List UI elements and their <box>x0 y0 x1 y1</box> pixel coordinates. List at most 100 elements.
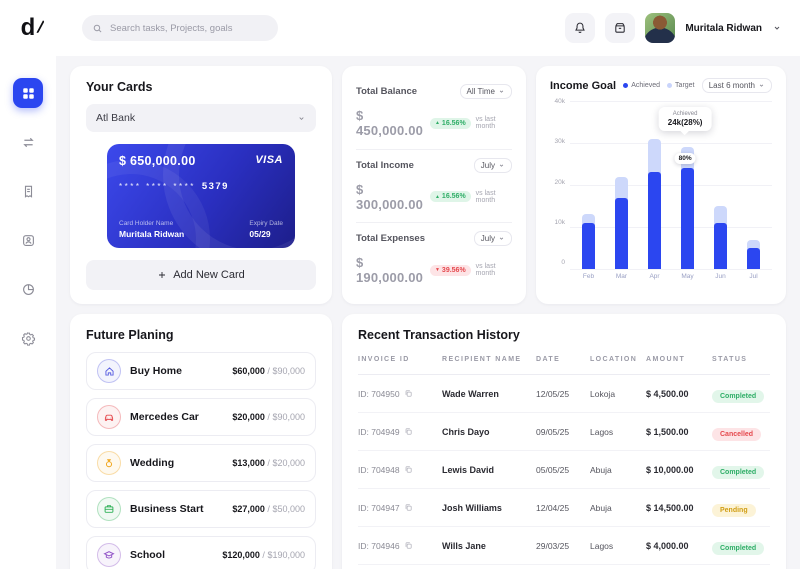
copy-icon[interactable] <box>404 427 413 436</box>
tx-date: 09/05/25 <box>536 426 570 437</box>
header-amount: AMOUNT <box>646 356 686 363</box>
logo[interactable]: d <box>0 16 56 40</box>
delta-badge: 16.56% <box>429 117 471 129</box>
copy-icon[interactable] <box>404 465 413 474</box>
bar-jul[interactable] <box>747 239 760 269</box>
home-icon <box>97 359 121 383</box>
tx-date: 12/05/25 <box>536 388 570 399</box>
plan-item-business-start[interactable]: Business Start $27,000 / $50,000 <box>86 490 316 528</box>
inbox-box-icon <box>613 21 627 35</box>
receipt-icon <box>21 184 36 199</box>
main-content: Your Cards Atl Bank $ 650,000.00 VISA **… <box>56 56 800 569</box>
plan-label: School <box>130 549 166 561</box>
sidebar-item-bills[interactable] <box>13 176 43 206</box>
transactions-table: INVOICE ID RECIPIENT NAME DATE LOCATION … <box>358 356 770 565</box>
tx-amount: $ 4,500.00 <box>646 388 689 399</box>
goal-period-select[interactable]: Last 6 month <box>701 78 772 93</box>
pie-chart-icon <box>21 282 36 297</box>
stat-period-value: July <box>480 234 495 243</box>
table-header-row: INVOICE ID RECIPIENT NAME DATE LOCATION … <box>358 356 770 375</box>
stat-value: $ 300,000.00 <box>356 181 424 212</box>
header-recipient-name: RECIPIENT NAME <box>442 356 522 363</box>
bar-achieved-segment <box>681 168 694 269</box>
copy-icon[interactable] <box>404 503 413 512</box>
invoice-id: ID: 704950 <box>358 389 442 399</box>
bar-percent-badge: 80% <box>674 153 696 164</box>
card-holder-name: Muritala Ridwan <box>119 229 185 239</box>
bar-achieved-segment <box>747 248 760 269</box>
stat-period-value: July <box>480 160 495 170</box>
tx-location: Lagos <box>590 540 614 551</box>
income-goal-panel: Income Goal Achieved Target Last 6 month <box>536 66 786 304</box>
copy-icon[interactable] <box>404 541 413 550</box>
copy-icon[interactable] <box>404 389 413 398</box>
notifications-button[interactable] <box>565 13 596 43</box>
invoice-id: ID: 704946 <box>358 541 442 551</box>
stat-compare: vs last month <box>475 189 496 204</box>
chart-x-axis: Feb Mar Apr May Jun Jul <box>582 273 758 280</box>
stat-period-select[interactable]: July <box>473 157 512 173</box>
bar-achieved-segment <box>615 197 628 269</box>
stat-value: $ 450,000.00 <box>356 108 424 138</box>
recipient-name: Wade Warren <box>442 388 499 399</box>
invoice-id: ID: 704948 <box>358 465 442 475</box>
bar-mar[interactable] <box>615 176 628 269</box>
contact-card-icon <box>21 233 36 248</box>
user-menu-chevron-down-icon[interactable] <box>772 23 782 33</box>
plan-item-buy-home[interactable]: Buy Home $60,000 / $90,000 <box>86 352 316 390</box>
settings-gear-icon <box>21 331 36 346</box>
status-badge: Pending <box>712 503 756 517</box>
legend-dot-achieved <box>623 83 629 88</box>
sidebar <box>0 56 56 569</box>
tx-location: Abuja <box>590 464 612 475</box>
sidebar-item-settings[interactable] <box>13 323 43 353</box>
search-bar[interactable] <box>82 15 278 41</box>
chevron-down-icon <box>499 90 504 93</box>
stat-total-expenses: Total Expenses July $ 190,000.00 39.56% … <box>356 222 512 294</box>
legend-target[interactable]: Target <box>667 82 695 89</box>
header-invoice-id: INVOICE ID <box>358 356 410 363</box>
visa-logo: VISA <box>255 154 283 166</box>
tx-location: Abuja <box>590 502 612 513</box>
stat-compare: vs last month <box>475 263 496 277</box>
bar-apr[interactable] <box>648 138 661 269</box>
bar-may[interactable] <box>681 147 694 269</box>
bar-feb[interactable] <box>582 214 595 269</box>
status-badge: Completed <box>712 389 765 403</box>
sidebar-item-transfers[interactable] <box>13 127 43 157</box>
graduation-cap-icon <box>97 543 121 567</box>
stat-period-select[interactable]: July <box>473 231 512 246</box>
delta-badge: 39.56% <box>429 264 471 276</box>
sidebar-item-contacts[interactable] <box>13 225 43 255</box>
delta-badge: 16.56% <box>429 191 471 202</box>
legend-achieved[interactable]: Achieved <box>623 82 660 89</box>
bank-select[interactable]: Atl Bank <box>86 104 316 132</box>
stats-panel: Total Balance All Time $ 450,000.00 16.5… <box>342 66 526 304</box>
add-new-card-button[interactable]: Add New Card <box>86 260 316 290</box>
chart-plot-area: Achieved 24k(28%) 80% <box>570 101 772 270</box>
search-input[interactable] <box>110 22 268 34</box>
income-goal-chart: 40k 30k 20k 10k 0 <box>550 98 772 292</box>
chart-legend: Achieved Target <box>623 82 695 89</box>
car-icon <box>97 405 121 429</box>
plan-item-mercedes-car[interactable]: Mercedes Car $20,000 / $90,000 <box>86 398 316 436</box>
plan-item-school[interactable]: School $120,000 / $190,000 <box>86 536 316 569</box>
sidebar-item-analytics[interactable] <box>13 274 43 304</box>
tx-date: 29/03/25 <box>536 540 570 551</box>
future-planning-title: Future Planing <box>86 328 174 342</box>
chevron-down-icon <box>759 84 764 87</box>
header-location: LOCATION <box>590 356 638 363</box>
plan-item-wedding[interactable]: Wedding $13,000 / $20,000 <box>86 444 316 482</box>
inbox-button[interactable] <box>605 13 636 43</box>
tx-amount: $ 1,500.00 <box>646 426 689 437</box>
table-row: ID: 704948 Lewis David 05/05/25 Abuja $ … <box>358 451 770 489</box>
income-goal-title: Income Goal <box>550 79 617 92</box>
user-avatar[interactable] <box>645 13 676 43</box>
sidebar-item-dashboard[interactable] <box>13 78 43 108</box>
plan-amounts: $27,000 / $50,000 <box>232 504 305 514</box>
bar-jun[interactable] <box>714 206 727 269</box>
legend-label: Target <box>675 82 695 89</box>
stat-period-select[interactable]: All Time <box>459 84 512 99</box>
plan-amounts: $13,000 / $20,000 <box>232 458 305 468</box>
card-last4: 5379 <box>201 181 229 192</box>
